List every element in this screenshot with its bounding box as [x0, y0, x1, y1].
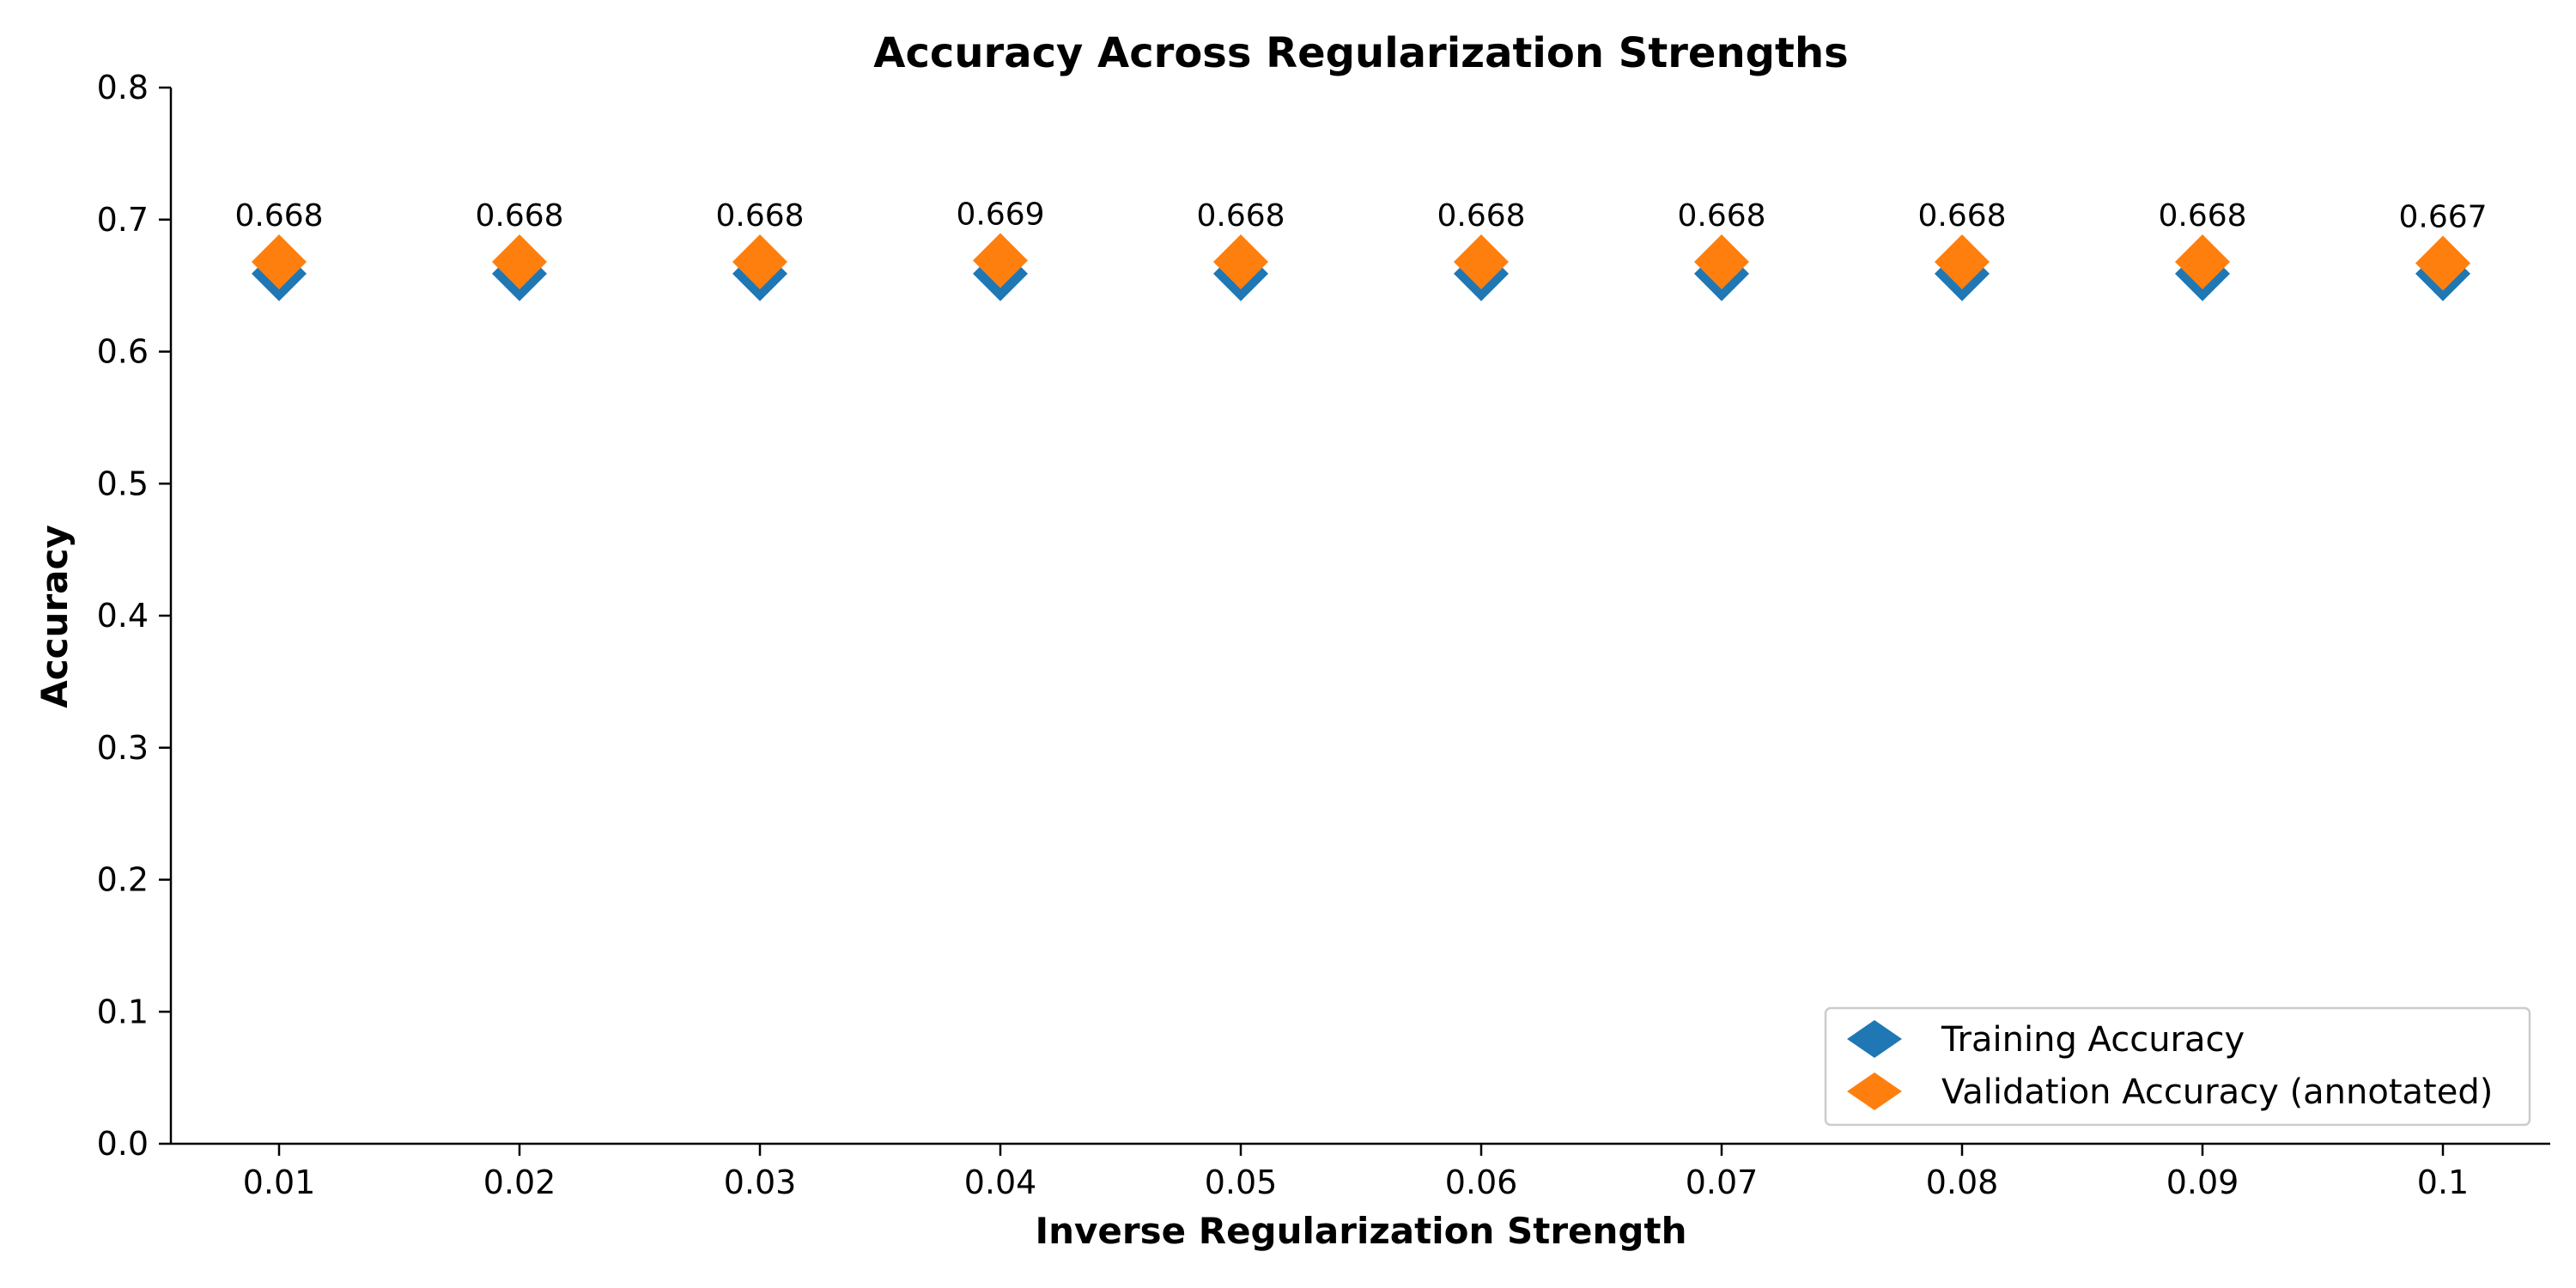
y-axis-ticks: 0.0 0.1 0.2 0.3 0.4 0.5 0.6 0.7 0.8	[97, 69, 171, 1163]
validation-accuracy-point	[732, 234, 787, 289]
x-tick-label: 0.02	[483, 1163, 556, 1201]
legend-marker-training	[1847, 1020, 1902, 1058]
x-tick-label: 0.09	[2166, 1163, 2239, 1201]
y-tick-label: 0.5	[97, 465, 149, 502]
validation-accuracy-point	[2175, 234, 2230, 289]
validation-accuracy-label: 0.668	[1437, 198, 1525, 234]
validation-accuracy-label: 0.668	[475, 198, 563, 234]
x-tick-label: 0.04	[964, 1163, 1037, 1201]
validation-accuracy-point	[492, 234, 547, 289]
validation-accuracy-label: 0.667	[2398, 199, 2487, 234]
y-tick-label: 0.8	[97, 69, 149, 106]
validation-accuracy-point	[1213, 234, 1268, 289]
x-tick-label: 0.08	[1926, 1163, 1999, 1201]
y-tick-label: 0.7	[97, 201, 149, 239]
x-tick-label: 0.07	[1686, 1163, 1759, 1201]
data-points	[252, 233, 2470, 301]
y-tick-label: 0.6	[97, 333, 149, 371]
x-tick-label: 0.1	[2417, 1163, 2469, 1201]
x-axis-ticks: 0.01 0.02 0.03 0.04 0.05 0.06 0.07 0.08 0.09 0.1	[243, 1144, 2469, 1201]
legend: Training Accuracy Validation Accuracy (a…	[1824, 1006, 2531, 1127]
x-tick-label: 0.03	[724, 1163, 797, 1201]
validation-accuracy-point	[1454, 234, 1509, 289]
legend-box	[1824, 1006, 2531, 1127]
x-tick-label: 0.05	[1205, 1163, 1278, 1201]
x-tick-label: 0.01	[243, 1163, 316, 1201]
validation-accuracy-point	[2415, 235, 2470, 291]
data-labels: 0.668 0.668 0.668 0.669 0.668 0.668 0.668 0.668…	[234, 197, 2487, 234]
y-tick-label: 0.2	[97, 861, 149, 899]
y-tick-label: 0.0	[97, 1125, 149, 1163]
validation-accuracy-label: 0.669	[956, 197, 1044, 232]
legend-label-training: Training Accuracy	[1941, 1020, 2245, 1060]
validation-accuracy-label: 0.668	[1677, 198, 1765, 234]
validation-accuracy-point	[973, 233, 1028, 289]
x-axis-label: Inverse Regularization Strength	[1036, 1210, 1687, 1252]
validation-accuracy-point	[252, 234, 307, 289]
x-tick-label: 0.06	[1445, 1163, 1518, 1201]
validation-accuracy-label: 0.668	[715, 198, 804, 234]
y-tick-label: 0.4	[97, 597, 149, 635]
validation-accuracy-point	[1694, 234, 1749, 289]
chart-title: Accuracy Across Regularization Strengths	[873, 29, 1848, 77]
legend-marker-validation	[1847, 1072, 1902, 1110]
validation-accuracy-label: 0.668	[1196, 198, 1285, 234]
y-tick-label: 0.1	[97, 993, 149, 1030]
legend-label-validation: Validation Accuracy (annotated)	[1941, 1072, 2493, 1112]
validation-accuracy-label: 0.668	[1917, 198, 2006, 234]
validation-accuracy-label: 0.668	[234, 198, 323, 234]
y-axis-label: Accuracy	[33, 525, 76, 708]
validation-accuracy-point	[1935, 234, 1990, 289]
validation-accuracy-label: 0.668	[2158, 198, 2246, 234]
y-tick-label: 0.3	[97, 729, 149, 767]
